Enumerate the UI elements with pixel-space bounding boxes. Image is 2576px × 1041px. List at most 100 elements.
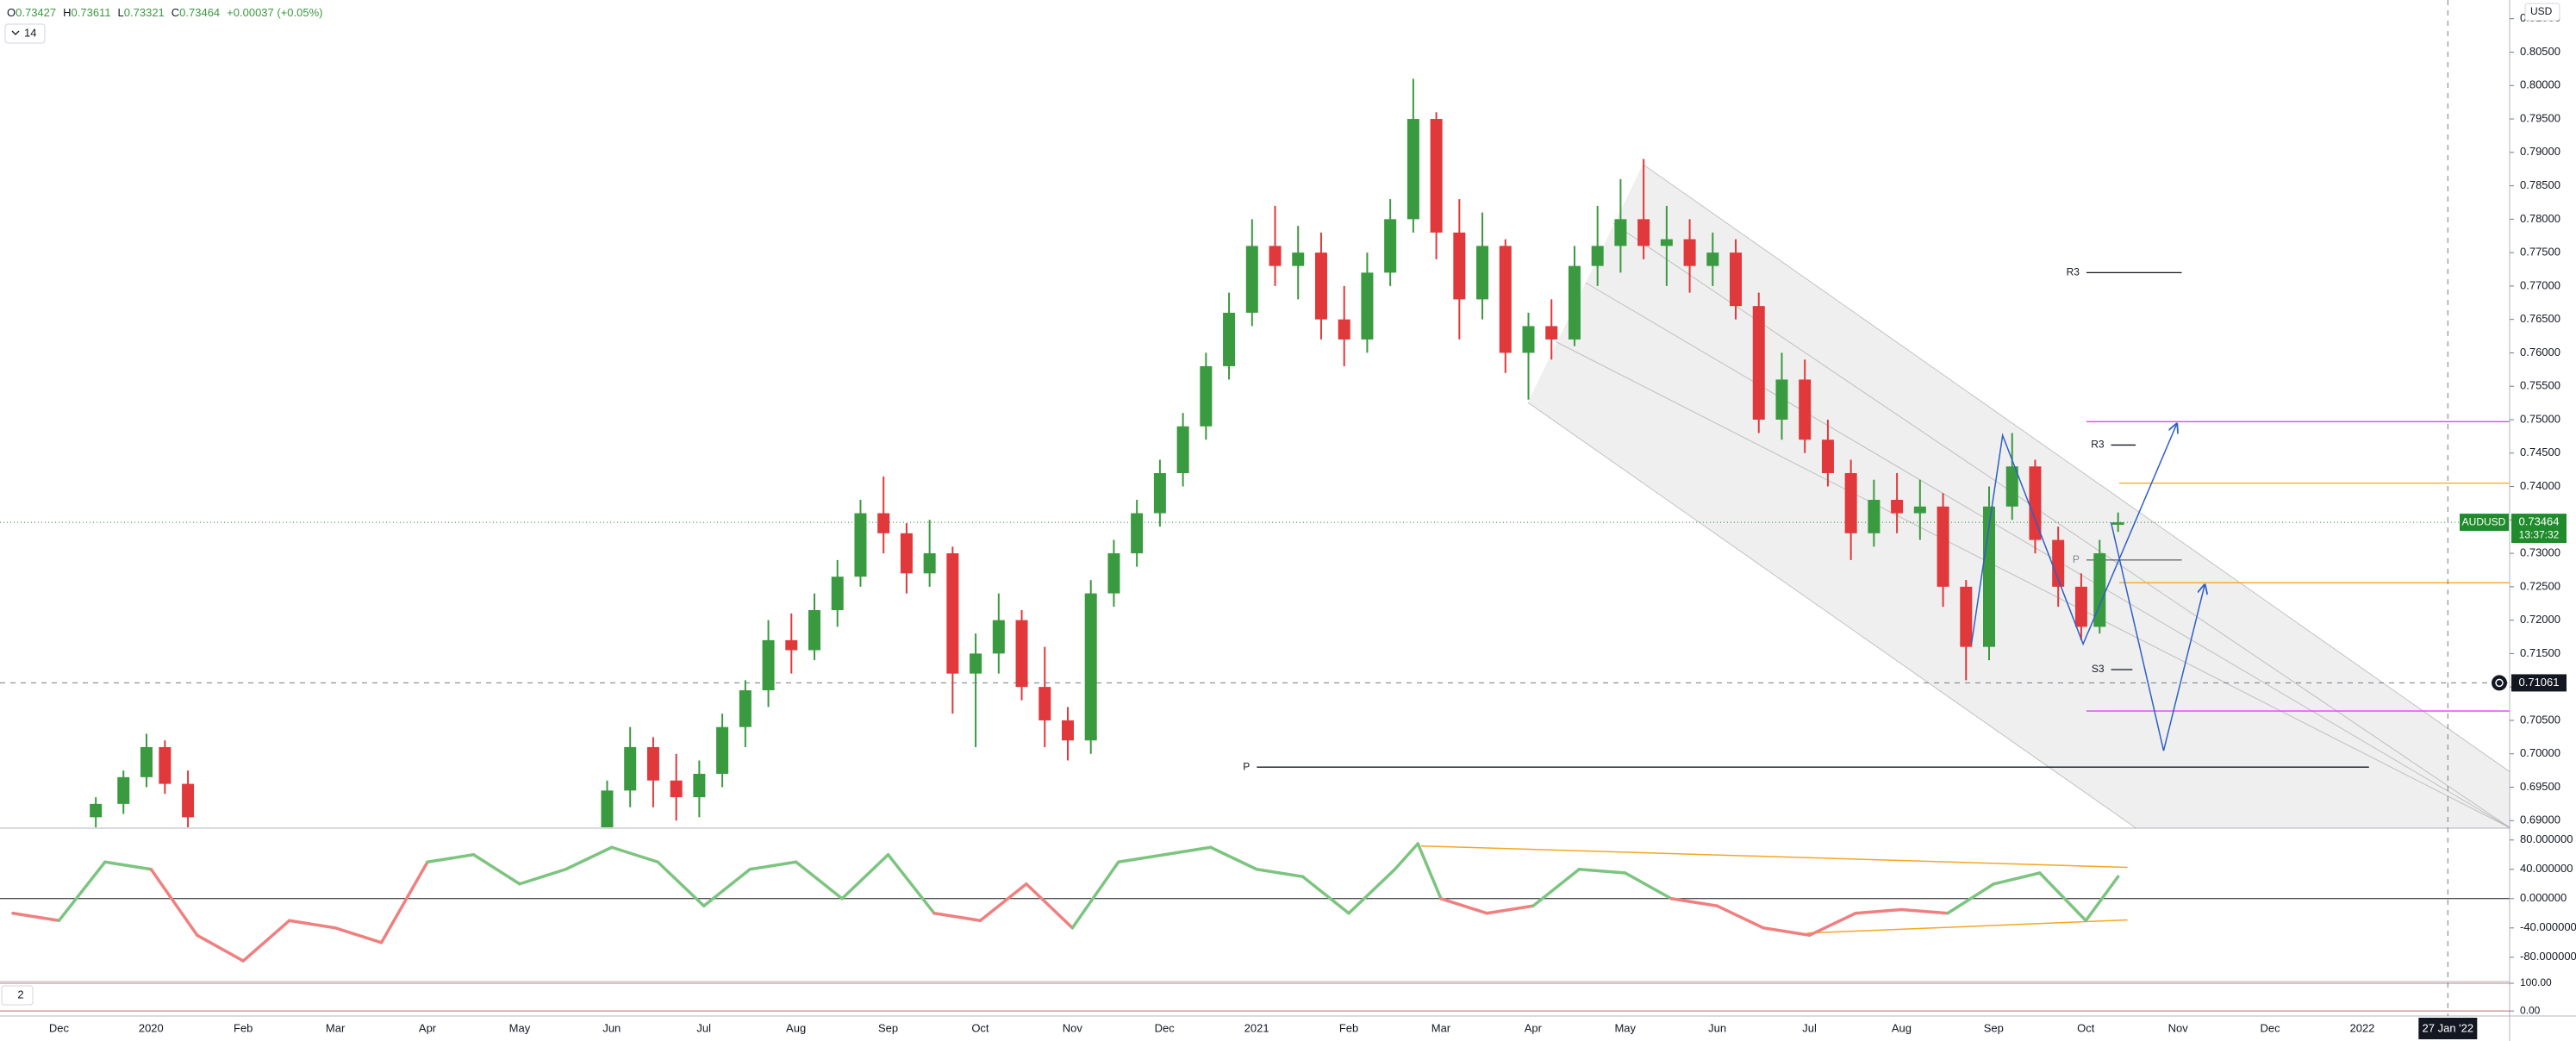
x-tick-label: Nov — [2168, 1021, 2189, 1034]
pivot-label: R3 — [2067, 266, 2080, 278]
candle-body — [1799, 379, 1812, 440]
candle-body — [877, 513, 890, 533]
oscillator-segment — [1854, 907, 1904, 915]
ohlc-key: L — [118, 6, 124, 19]
y-tick-label: 0.78000 — [2520, 212, 2560, 225]
oscillator-segment — [1208, 845, 1258, 871]
ohlc-value: 0.73464 — [179, 6, 220, 19]
x-tick-label: May — [1614, 1021, 1636, 1034]
channel-line — [1585, 282, 2511, 829]
y-tick-label: 0.76500 — [2520, 312, 2560, 325]
candle-body — [1338, 319, 1350, 340]
candle-body — [831, 577, 844, 610]
chevron-icon — [11, 30, 20, 35]
oscillator-segment — [2084, 875, 2120, 923]
oscillator-segment — [748, 860, 798, 871]
crosshair-badge — [2511, 674, 2567, 692]
oscillator-segment — [1416, 842, 1443, 901]
x-tick-label: 2021 — [1244, 1021, 1269, 1034]
interval-badge[interactable] — [4, 23, 46, 44]
oscillator-segment — [564, 845, 614, 871]
candle-body — [1960, 586, 1973, 647]
candle-body — [2052, 539, 2065, 587]
candle-body — [1153, 473, 1166, 514]
x-tick-label: Jun — [1708, 1021, 1726, 1034]
candle-body — [1245, 246, 1258, 313]
oscillator-segment — [11, 912, 61, 923]
projection — [2110, 522, 2205, 751]
x-tick-label: Oct — [2077, 1021, 2095, 1034]
crosshair-icon-inner — [2495, 678, 2504, 688]
y-tick-label: 0.74500 — [2520, 446, 2560, 458]
candle-body — [900, 533, 913, 574]
candle-body — [1499, 246, 1512, 353]
candle-body — [1821, 439, 1834, 474]
change: +0.00037 (+0.05%) — [227, 6, 322, 19]
oscillator-segment — [932, 912, 982, 923]
candle-body — [1913, 506, 1926, 514]
candle-body — [1545, 326, 1558, 340]
oscillator-segment — [1807, 912, 1857, 938]
oscillator-segment — [426, 853, 476, 864]
ohlc-key: O — [7, 6, 16, 19]
candle-body — [716, 726, 729, 774]
y-tick-label: 0.77500 — [2520, 246, 2560, 259]
y-tick-label: -40.000000 — [2520, 920, 2576, 933]
x-tick-label: Dec — [2260, 1021, 2280, 1034]
candle-body — [992, 620, 1005, 654]
oscillator-segment — [103, 860, 153, 871]
candle-body — [1522, 326, 1535, 353]
x-tick-label: Mar — [1431, 1021, 1451, 1034]
oscillator-segment — [1347, 868, 1397, 915]
oscillator-segment — [196, 933, 245, 963]
pivot-label: R3 — [2091, 439, 2105, 451]
date-badge — [2418, 1018, 2478, 1039]
lower-pane-badge[interactable] — [1, 985, 34, 1006]
candle-body — [1200, 365, 1213, 427]
drawings — [1527, 164, 2511, 829]
candle-body — [1752, 306, 1765, 420]
x-tick-label: Dec — [49, 1021, 70, 1034]
candle-body — [2074, 586, 2087, 627]
ohlc-key: C — [172, 6, 179, 19]
ohlc-value: 0.73427 — [16, 6, 56, 19]
oscillator-segment — [1715, 904, 1765, 930]
candle-body — [1844, 473, 1857, 533]
ohlc-value: 0.73611 — [72, 6, 111, 19]
crosshair-price-label: 0.71061 — [2519, 676, 2560, 689]
y-tick-label: 0.73000 — [2520, 546, 2560, 559]
oscillator-segment — [1577, 868, 1627, 875]
candle-body — [808, 609, 821, 651]
candle-body — [1061, 720, 1074, 741]
y-tick-label: 0.72500 — [2520, 579, 2560, 592]
date-badge-label: 27 Jan '22 — [2423, 1021, 2474, 1034]
symbol-badge — [2460, 514, 2509, 532]
candle-body — [1775, 379, 1788, 420]
oscillator-segment — [1300, 875, 1350, 915]
y-tick-label: 40.000000 — [2520, 862, 2573, 875]
candle-body — [970, 653, 982, 674]
y-tick-label: 0.80500 — [2520, 45, 2560, 58]
x-tick-label: Sep — [878, 1021, 898, 1034]
candle-body — [90, 803, 103, 818]
pivot-label: S3 — [2092, 663, 2105, 675]
y-tick-label: 0.000000 — [2520, 891, 2567, 904]
candle-body — [1269, 246, 1282, 266]
x-tick-label: May — [509, 1021, 531, 1034]
candle-body — [1292, 252, 1305, 266]
y-tick-label: -80.000000 — [2520, 950, 2576, 963]
oscillator-segment — [334, 926, 384, 944]
y-tick-label: 0.70000 — [2520, 746, 2560, 759]
x-tick-label: Nov — [1063, 1021, 1083, 1034]
oscillator-segment — [1899, 907, 1949, 915]
main-pane: R3 R3 P S3 P — [0, 78, 2510, 827]
oscillator-segment — [518, 868, 568, 886]
trendline — [1420, 845, 2128, 869]
y-tick-label: 100.00 — [2520, 976, 2552, 988]
candle-body — [601, 790, 614, 827]
candle-body — [1660, 239, 1673, 246]
currency-button[interactable] — [2524, 3, 2560, 22]
x-tick-label: Aug — [1892, 1021, 1912, 1034]
